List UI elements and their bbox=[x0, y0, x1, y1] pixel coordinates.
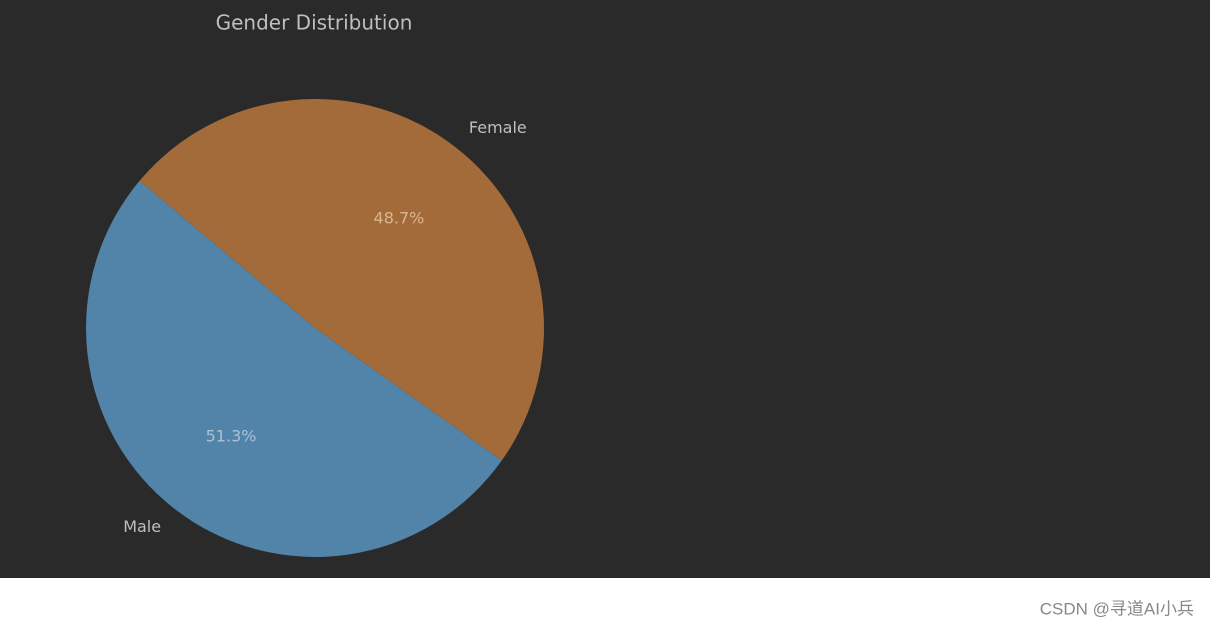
value-label: 48.7% bbox=[374, 209, 425, 228]
pie-slice bbox=[86, 180, 502, 557]
slice-label: Female bbox=[469, 118, 527, 137]
watermark: CSDN @寻道AI小兵 bbox=[1040, 599, 1194, 618]
value-label: 51.3% bbox=[206, 426, 257, 445]
pie-slice bbox=[139, 98, 545, 461]
chart-title: Gender Distribution bbox=[216, 11, 413, 35]
slice-label: Male bbox=[123, 517, 161, 536]
